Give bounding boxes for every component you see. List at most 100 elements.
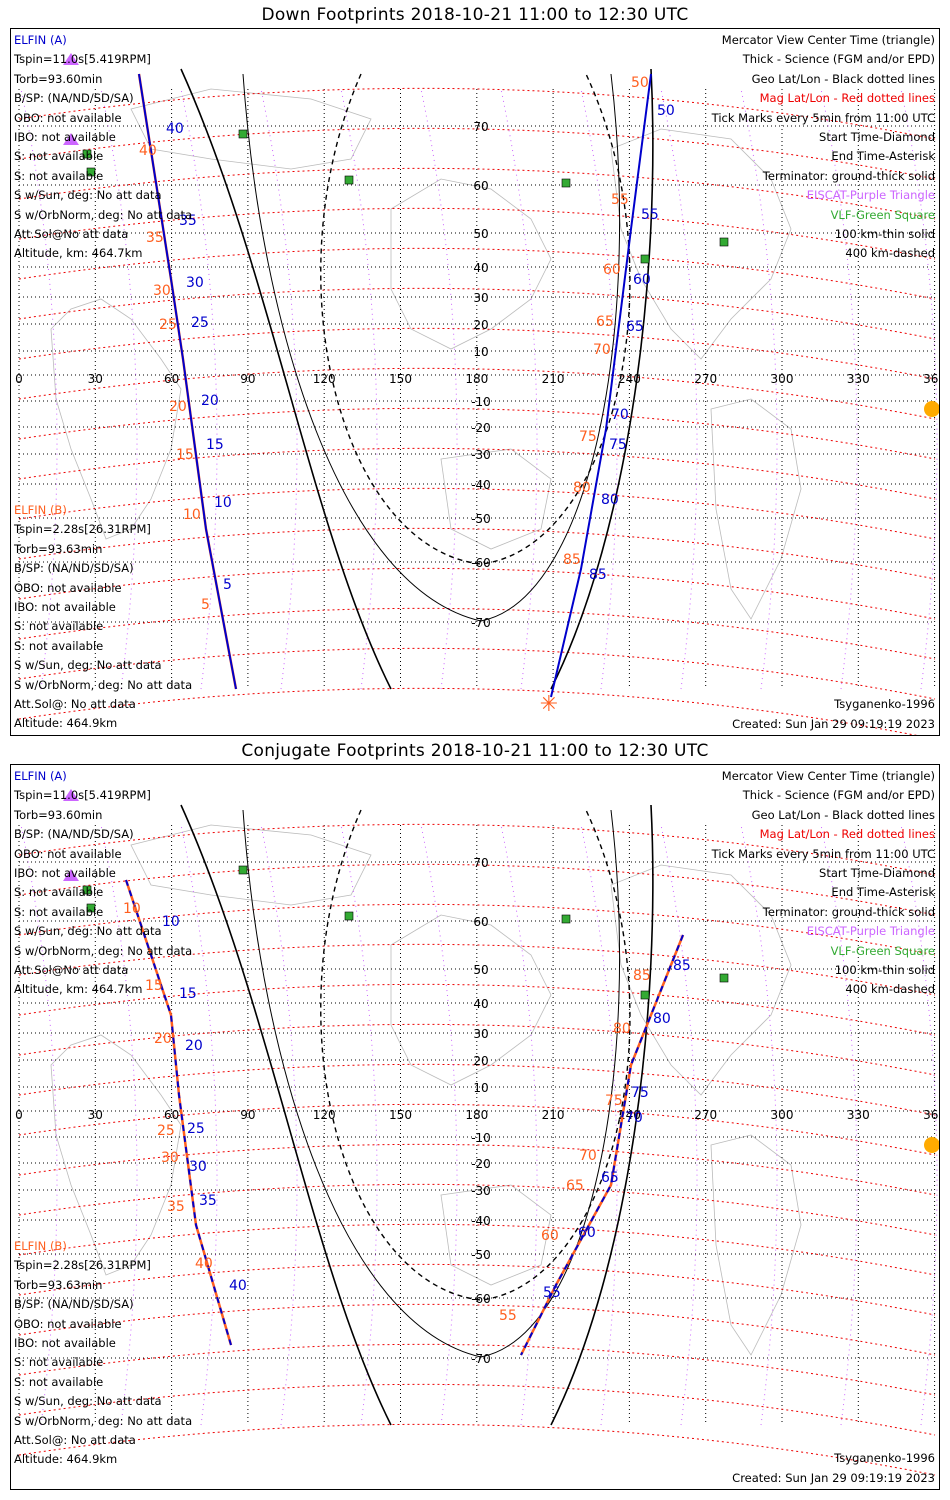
lon-tick-label: 300 [771, 1108, 794, 1122]
mag-parallel [18, 983, 936, 1036]
elfin-a-tick-label: 75 [609, 437, 627, 453]
elfin-b-line: IBO: not available [14, 600, 116, 615]
elfin-b-label: ELFIN (B) [14, 1239, 67, 1253]
map-legend: Mercator View Center Time (triangle) Thic… [712, 31, 935, 264]
lat-tick-label: 70 [473, 120, 488, 134]
lon-tick-label: 180 [465, 372, 488, 386]
elfin-a-track-2 [550, 73, 652, 698]
elfin-b-tick-label: 5 [201, 597, 210, 613]
elfin-b-tick-label: 10 [123, 901, 141, 917]
mag-parallel [18, 1143, 936, 1196]
elfin-a-tick-label: 80 [653, 1011, 671, 1027]
model-label: Tsyganenko-1996 [834, 697, 935, 711]
created-timestamp: Created: Sun Jan 29 09:19:19 2023 [732, 717, 935, 731]
elfin-a-line: S w/OrbNorm, deg: No att data [14, 207, 193, 222]
mag-meridian [340, 824, 378, 1426]
panel-title-conjugate: Conjugate Footprints 2018-10-21 11:00 to… [241, 741, 709, 761]
lat-tick-label: -40 [471, 478, 491, 492]
lon-tick-label: 150 [389, 372, 412, 386]
elfin-a-tick-label: 55 [641, 207, 659, 223]
coastline [710, 1134, 802, 1356]
elfin-a-tick-label: 75 [631, 1085, 649, 1101]
legend-item: Mercator View Center Time (triangle) [721, 769, 935, 783]
lon-tick-label: 0 [15, 1108, 23, 1122]
map-canvas-down: 0 30 60 90 120 150 180 210 240 270 300 330 360 70 60 50… [15, 53, 939, 735]
elfin-b-line: S w/Sun, deg: No att data [14, 1394, 162, 1409]
eiscat-triangle [63, 133, 79, 145]
sun-icon [924, 1137, 939, 1153]
mag-parallel [18, 247, 936, 300]
elfin-a-line: Altitude, km: 464.7km [14, 246, 143, 261]
mag-meridian [660, 824, 698, 1426]
mag-parallel [18, 87, 936, 140]
mag-parallel [18, 687, 917, 735]
mag-meridian [500, 88, 538, 690]
lat-tick-label: 20 [473, 318, 488, 332]
mag-parallel [18, 1423, 936, 1476]
terminator-400km [320, 809, 631, 1301]
map-panel-conjugate: 0306090120150180210240270300330360706050… [10, 764, 940, 1490]
elfin-b-tick-label: 55 [611, 192, 629, 208]
elfin-a-tick-label: 25 [191, 315, 209, 331]
mag-parallel [18, 1223, 936, 1276]
elfin-b-tick-label: 25 [159, 317, 177, 333]
elfin-a-tick-label: 65 [626, 319, 644, 335]
mag-parallel [18, 127, 936, 180]
elfin-a-track [125, 879, 232, 1346]
lon-tick-label: 30 [88, 372, 103, 386]
lat-tick-label: 40 [473, 261, 488, 275]
terminator-ground [180, 68, 392, 690]
lon-tick-label: 210 [542, 1108, 565, 1122]
elfin-a-line: S w/Sun, deg: No att data [14, 924, 162, 939]
mag-parallel [18, 327, 936, 380]
lon-tick-label: 90 [240, 1108, 255, 1122]
lon-tick-label: 120 [313, 1108, 336, 1122]
elfin-a-tick-label: 85 [673, 958, 691, 974]
elfin-b-line: IBO: not available [14, 1336, 116, 1351]
elfin-a-line: Att.Sol@No att data [14, 963, 129, 978]
elfin-a-lines: Tspin=11.0s[5.419RPM] Torb=93.60min B/SP: … [14, 50, 192, 263]
legend-item: Terminator: ground-thick solid [762, 168, 935, 183]
elfin-b-line: Altitude: 464.9km [14, 1452, 118, 1467]
elfin-b-line: B/SP: (NA/ND/SD/SA) [14, 1297, 134, 1312]
lon-tick-label: 90 [240, 372, 255, 386]
elfin-b-lines: Tspin=2.28s[26.31RPM] Torb=93.63min B/SP: … [14, 520, 192, 733]
mag-meridian [180, 824, 218, 1426]
elfin-a-tick-label: 60 [578, 1225, 596, 1241]
coastline [50, 1034, 182, 1276]
mag-meridian [820, 88, 858, 690]
vlf-station-square [86, 903, 96, 913]
eiscat-triangle [63, 869, 79, 881]
lat-tick-label: 10 [473, 1081, 488, 1095]
coastline [50, 298, 182, 540]
legend-item: Tick Marks every 5min from 11:00 UTC [711, 846, 935, 861]
elfin-b-tick-label: 30 [153, 283, 171, 299]
lon-tick-label: 210 [542, 372, 565, 386]
elfin-a-tick-label: 15 [179, 986, 197, 1002]
elfin-a-tick-label: 30 [189, 1159, 207, 1175]
end-asterisk-icon: ✳ [540, 692, 558, 717]
mag-meridian [20, 824, 58, 1426]
elfin-b-line: S: not available [14, 638, 104, 653]
mag-parallel [18, 447, 936, 500]
coastline [610, 128, 792, 360]
mag-parallel [18, 367, 936, 420]
elfin-b-line: S w/Sun, deg: No att data [14, 658, 162, 673]
lat-tick-label: 10 [473, 345, 488, 359]
lon-tick-label: 30 [88, 1108, 103, 1122]
lon-tick-label: 120 [313, 372, 336, 386]
elfin-b-tick-label: 30 [161, 1150, 179, 1166]
elfin-a-tick-label: 10 [162, 914, 180, 930]
vlf-station-square [238, 865, 248, 875]
elfin-b-tick-label: 75 [605, 1093, 623, 1109]
elfin-b-tick-label: 80 [613, 1021, 631, 1037]
legend-item: Thick - Science (FGM and/or EPD) [742, 788, 935, 803]
mag-parallel [18, 1303, 936, 1356]
legend-item: EISCAT-Purple Triangle [806, 924, 935, 939]
elfin-b-tick-label: 60 [541, 1228, 559, 1244]
elfin-a-tick-label: 25 [187, 1121, 205, 1137]
lon-tick-label: 60 [164, 1108, 179, 1122]
panel-title-down: Down Footprints 2018-10-21 11:00 to 12:3… [261, 5, 689, 25]
vlf-station-square [561, 914, 571, 924]
vlf-station-square [82, 149, 92, 159]
